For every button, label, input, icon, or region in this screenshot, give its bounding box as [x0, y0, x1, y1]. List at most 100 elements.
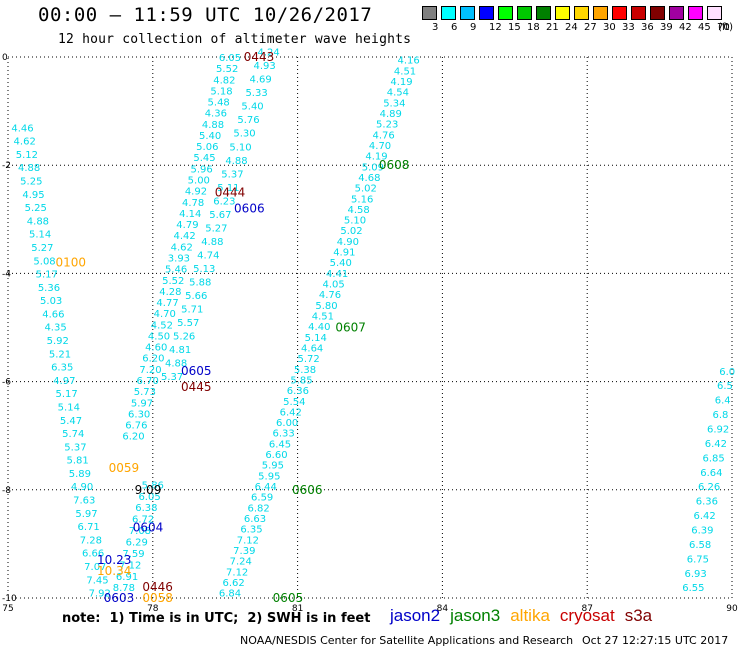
wave-height-value: 4.68 [358, 173, 380, 184]
scale-swatch [593, 6, 608, 20]
pass-time-label: 0606 [234, 201, 265, 215]
wave-height-value: 7.12 [119, 560, 141, 571]
wave-height-value: 5.95 [258, 471, 280, 482]
wave-height-value: 5.23 [376, 120, 398, 131]
wave-height-value: 5.21 [49, 349, 71, 360]
wave-height-value: 5.17 [36, 270, 58, 281]
wave-height-value: 6.20 [142, 354, 164, 365]
footer-credit: NOAA/NESDIS Center for Satellite Applica… [240, 634, 574, 647]
wave-height-value: 4.79 [176, 220, 198, 231]
wave-height-value: 5.27 [205, 223, 227, 234]
wave-height-value: 5.08 [33, 256, 55, 267]
wave-height-value: 6.4 [715, 396, 731, 407]
y-tick-label: -4 [2, 269, 11, 279]
wave-height-value: 4.66 [42, 309, 64, 320]
wave-height-value: 5.25 [25, 203, 47, 214]
wave-height-value: 6.42 [705, 439, 727, 450]
wave-height-value: 6.26 [698, 482, 720, 493]
scale-swatch [536, 6, 551, 20]
satellite-legend: jason2 jason3 altika cryosat s3a [390, 606, 662, 626]
wave-height-value: 5.10 [229, 142, 251, 153]
wave-height-value: 4.88 [165, 359, 187, 370]
wave-height-value: 6.20 [122, 432, 144, 443]
wave-height-value: 4.46 [11, 123, 33, 134]
wave-height-value: 5.86 [142, 480, 164, 491]
scale-swatch [422, 6, 437, 20]
wave-height-value: 5.46 [165, 265, 187, 276]
y-tick-label: 0 [2, 53, 8, 63]
wave-height-value: 6.93 [685, 569, 707, 580]
scale-label: 45 [698, 22, 711, 33]
wave-height-value: 5.38 [294, 365, 316, 376]
wave-height-value: 4.97 [53, 376, 75, 387]
wave-height-value: 5.30 [233, 129, 255, 140]
wave-height-value: 5.12 [16, 150, 38, 161]
wave-height-value: 5.88 [189, 278, 211, 289]
scale-swatch [498, 6, 513, 20]
y-tick-label: -2 [2, 161, 11, 171]
wave-height-value: 4.40 [308, 322, 330, 333]
pass-time-label: 9.09 [135, 483, 162, 497]
wave-height-value: 7.39 [233, 546, 255, 557]
scale-label: 33 [622, 22, 635, 33]
scale-swatch [517, 6, 532, 20]
wave-height-value: 7.12 [226, 567, 248, 578]
wave-height-value: 5.34 [383, 98, 405, 109]
scale-label: 27 [584, 22, 597, 33]
wave-height-value: 7.24 [230, 557, 252, 568]
scale-swatch [441, 6, 456, 20]
wave-height-value: 5.37 [161, 372, 183, 383]
scale-label: 18 [527, 22, 540, 33]
pass-time-label: 0605 [181, 364, 212, 378]
pass-time-label: 0059 [109, 461, 140, 475]
wave-height-value: 6.8 [712, 410, 728, 421]
wave-height-value: 6.71 [78, 522, 100, 533]
wave-height-value: 4.60 [145, 343, 167, 354]
wave-height-value: 4.76 [319, 290, 341, 301]
wave-height-value: 5.97 [75, 509, 97, 520]
wave-height-value: 5.89 [69, 469, 91, 480]
wave-height-value: 5.81 [67, 456, 89, 467]
wave-height-value: 6.72 [132, 515, 154, 526]
wave-height-value: 6.35 [51, 363, 73, 374]
legend-item: jason3 [450, 606, 501, 625]
wave-height-value: 5.37 [64, 442, 86, 453]
wave-height-value: 4.95 [22, 190, 44, 201]
wave-height-value: 6.35 [240, 525, 262, 536]
wave-height-value: 6.85 [703, 453, 725, 464]
pass-time-label: 0445 [181, 380, 212, 394]
wave-height-value: 6.5 [717, 381, 733, 392]
scale-label: 24 [565, 22, 578, 33]
wave-height-value: 4.90 [71, 482, 93, 493]
wave-height-value: 5.13 [193, 264, 215, 275]
wave-height-value: 6.91 [116, 572, 138, 583]
wave-height-value: 4.28 [159, 287, 181, 298]
scale-label: 9 [470, 22, 477, 33]
wave-height-value: 5.54 [283, 397, 305, 408]
scale-label: 70 [717, 22, 730, 33]
wave-height-value: 7.28 [80, 535, 102, 546]
wave-height-value: 7.20 [139, 365, 161, 376]
wave-height-value: 5.37 [221, 169, 243, 180]
wave-height-value: 5.33 [245, 88, 267, 99]
wave-height-value: 4.69 [249, 75, 271, 86]
wave-height-value: 6.45 [269, 439, 291, 450]
wave-height-value: 5.48 [208, 98, 230, 109]
wave-height-value: 6.62 [222, 578, 244, 589]
pass-time-label: 0444 [215, 185, 246, 199]
wave-height-value: 6.92 [707, 424, 729, 435]
scale-label: 39 [660, 22, 673, 33]
wave-height-value: 5.80 [315, 301, 337, 312]
wave-height-value: 4.70 [154, 309, 176, 320]
wave-height-value: 7.59 [122, 549, 144, 560]
wave-height-value: 4.88 [27, 216, 49, 227]
wave-height-value: 4.19 [365, 152, 387, 163]
pass-time-label: 0603 [104, 591, 135, 605]
pass-time-label: 0606 [292, 483, 323, 497]
wave-height-value: 3.93 [168, 253, 190, 264]
wave-height-value: 6.75 [687, 554, 709, 565]
y-tick-label: -6 [2, 378, 11, 388]
scale-swatch [631, 6, 646, 20]
scale-swatch [479, 6, 494, 20]
